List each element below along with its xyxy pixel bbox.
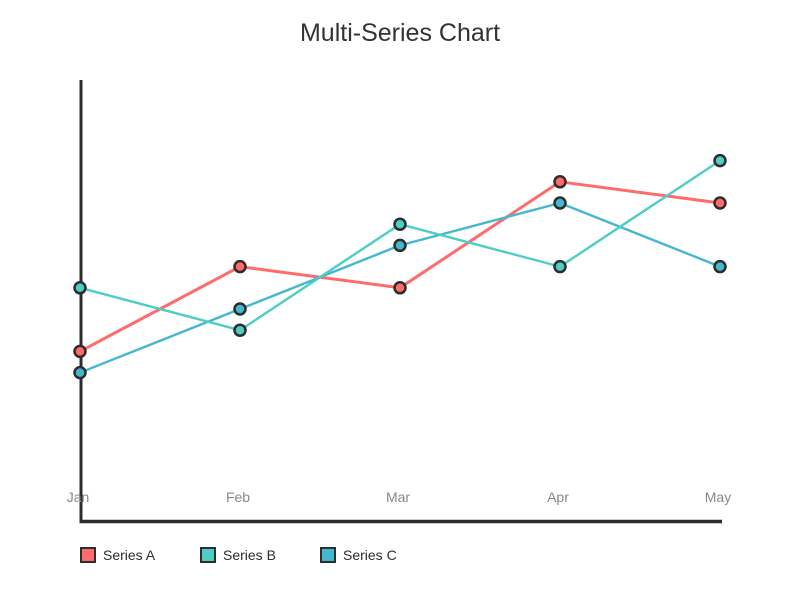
x-tick-label-jan: Jan [67, 489, 90, 505]
data-point-series-b-may [713, 153, 727, 168]
data-point-series-b-feb [233, 323, 247, 337]
series-line-series-a [78, 180, 722, 353]
legend-item-series-b: Series B [200, 547, 320, 563]
legend-swatch-series-c [320, 547, 336, 563]
legend-label-series-c: Series C [343, 547, 397, 563]
x-tick-label-apr: Apr [547, 489, 569, 505]
data-point-series-c-may [713, 259, 727, 274]
legend-item-series-c: Series C [320, 547, 440, 563]
data-point-series-c-jan [73, 365, 87, 380]
legend-swatch-series-b [200, 547, 216, 563]
legend-label-series-a: Series A [103, 547, 156, 563]
data-point-series-a-mar [393, 281, 407, 295]
data-point-series-a-apr [553, 175, 567, 189]
data-point-series-b-jan [73, 281, 87, 295]
data-point-series-c-mar [393, 238, 407, 253]
data-point-series-a-may [713, 196, 727, 210]
data-point-series-c-apr [553, 196, 567, 210]
x-tick-label-feb: Feb [226, 489, 250, 505]
legend-swatch-series-a [80, 547, 96, 563]
data-point-series-b-apr [553, 259, 567, 274]
chart-title: Multi-Series Chart [299, 19, 501, 47]
x-tick-label-mar: Mar [386, 489, 410, 505]
x-tick-label-may: May [705, 489, 731, 505]
legend-label-series-b: Series B [223, 547, 276, 563]
data-point-series-c-feb [233, 302, 247, 316]
data-point-series-a-feb [233, 259, 247, 274]
chart-legend: Series A Series B Series C [80, 547, 440, 563]
legend-item-series-a: Series A [80, 547, 200, 563]
data-point-series-b-mar [393, 217, 407, 231]
data-point-series-a-jan [73, 344, 87, 359]
